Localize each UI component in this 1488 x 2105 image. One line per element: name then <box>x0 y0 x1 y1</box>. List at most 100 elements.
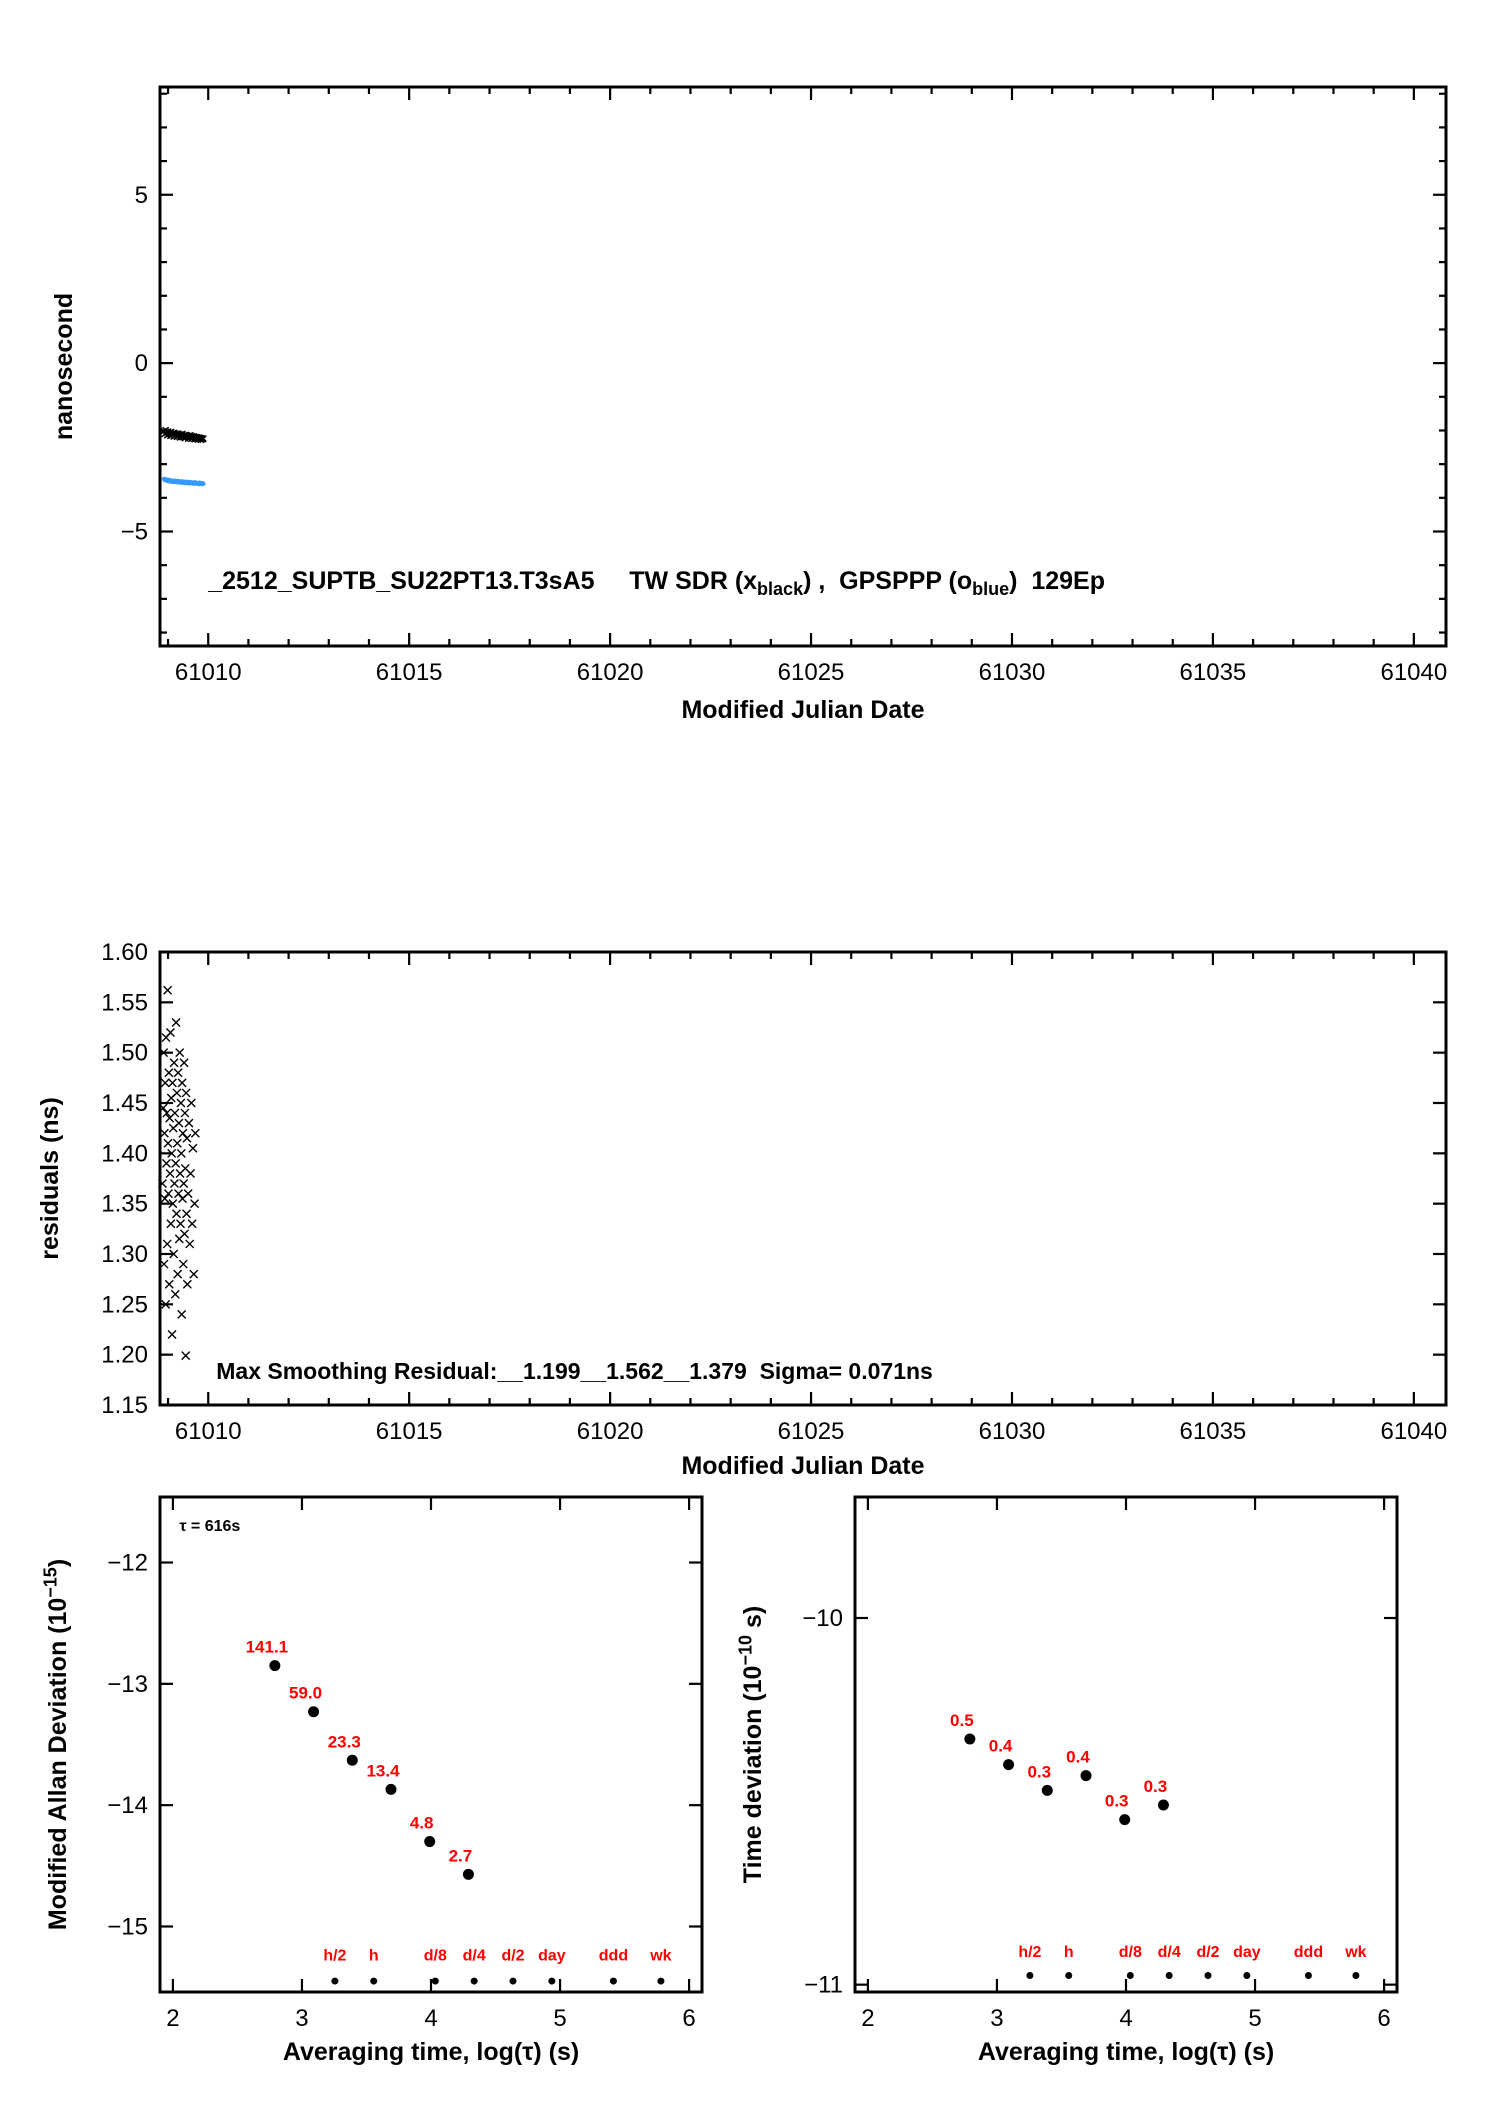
y-tick-label: −11 <box>804 1972 843 1999</box>
y-tick-label: 5 <box>135 182 148 209</box>
x-tick-label: 61015 <box>376 1418 443 1445</box>
x-axis-title: Averaging time, log(τ) (s) <box>283 2038 579 2066</box>
x-tick-label: 4 <box>424 2005 437 2032</box>
y-tick-label: −12 <box>107 1550 148 1577</box>
tau-markers: h/2 h d/8 d/4 d/2 day ddd wk <box>1018 1944 1367 1979</box>
y-tick-label: 1.55 <box>101 989 148 1016</box>
tau-dot <box>431 1977 439 1985</box>
point-value-label: 0.4 <box>989 1737 1013 1756</box>
y-tick-label: 1.30 <box>101 1241 148 1268</box>
tau-label: d/2 <box>501 1947 524 1964</box>
plot-frame <box>158 950 1448 1407</box>
x-tick-label: 61015 <box>376 659 443 686</box>
y-tick-label: 1.50 <box>101 1040 148 1067</box>
y-tick-label: −5 <box>121 519 148 546</box>
tau-label: h <box>1064 1944 1074 1961</box>
x-tick-label: 61020 <box>577 659 644 686</box>
tdev-chart: 2 3 4 5 6 −10 −11 Averaging time, log(τ) (s) Tim… <box>736 1495 1399 2066</box>
tau-dot <box>1126 1972 1134 1979</box>
x-tick-label: 61035 <box>1180 1418 1247 1445</box>
tau-label: d/8 <box>424 1947 447 1964</box>
y-tick-label: 0 <box>135 350 148 377</box>
tau-dot <box>609 1977 617 1985</box>
tau-label: d/4 <box>463 1947 486 1964</box>
x-tick-label: 61010 <box>175 1418 242 1445</box>
tau-label: day <box>1233 1944 1261 1961</box>
residuals-chart: 61010 61015 61020 61025 61030 61035 61040 1.15 1… <box>36 939 1448 1480</box>
plot-frame <box>853 1495 1399 1994</box>
tau-dot <box>548 1977 556 1985</box>
tau-dot <box>1204 1972 1212 1979</box>
annotation: τ = 616s <box>179 1518 240 1535</box>
tau-label: h/2 <box>323 1947 346 1964</box>
x-tick-label: 61040 <box>1380 659 1447 686</box>
x-axis-title: Modified Julian Date <box>681 696 924 724</box>
x-tick-label: 61030 <box>979 1418 1046 1445</box>
tau-dot <box>370 1977 378 1985</box>
x-tick-label: 2 <box>861 2005 874 2032</box>
tau-label: d/8 <box>1119 1944 1142 1961</box>
x-axis-title: Averaging time, log(τ) (s) <box>978 2038 1274 2066</box>
tick-labels: 2 3 4 5 6 −12 −13 −14 −15 <box>107 1550 695 2032</box>
axis-ticks <box>855 1497 1397 1992</box>
x-tick-label: 61030 <box>979 659 1046 686</box>
y-tick-label: 1.35 <box>101 1191 148 1218</box>
y-tick-label: −10 <box>802 1605 843 1632</box>
tau-label: h/2 <box>1018 1944 1041 1961</box>
y-tick-label: 1.60 <box>101 939 148 966</box>
tau-label: ddd <box>599 1947 628 1964</box>
series-mdev-points <box>269 1660 474 1880</box>
x-tick-label: 4 <box>1119 2005 1132 2032</box>
tau-dot <box>1352 1972 1360 1979</box>
y-tick-label: 1.20 <box>101 1342 148 1369</box>
tick-labels: 61010 61015 61020 61025 61030 61035 61040 −5 0 5 <box>121 182 1448 686</box>
y-tick-label: 1.45 <box>101 1090 148 1117</box>
tau-dot <box>1026 1972 1034 1979</box>
x-tick-label: 5 <box>1248 2005 1261 2032</box>
tick-labels: 2 3 4 5 6 −10 −11 <box>802 1605 1390 2032</box>
x-tick-label: 61020 <box>577 1418 644 1445</box>
x-tick-label: 61025 <box>778 659 845 686</box>
axis-ticks <box>160 1497 702 1992</box>
annotation: Max Smoothing Residual:__1.199__1.562__1… <box>216 1358 933 1384</box>
point-value-label: 23.3 <box>328 1732 361 1751</box>
x-tick-label: 5 <box>553 2005 566 2032</box>
axis-ticks <box>160 87 1446 646</box>
tw-comparison-chart: 61010 61015 61020 61025 61030 61035 61040 −5 0 5 M… <box>50 85 1448 724</box>
x-tick-label: 61035 <box>1180 659 1247 686</box>
y-axis-title: Modified Allan Deviation (10−15) <box>41 1559 73 1930</box>
tick-labels: 61010 61015 61020 61025 61030 61035 61040 1.15 1… <box>101 939 1447 1445</box>
x-tick-label: 61010 <box>175 659 242 686</box>
series-tw-sdr-black <box>160 426 207 444</box>
annotation: _2512_SUPTB_SU22PT13.T3sA5 TW SDR (xblac… <box>207 567 1105 599</box>
tau-dot <box>470 1977 478 1985</box>
point-value-label: 0.3 <box>1144 1777 1168 1796</box>
y-tick-label: 1.40 <box>101 1140 148 1167</box>
y-tick-label: 1.15 <box>101 1392 148 1419</box>
point-value-label: 0.4 <box>1066 1748 1090 1767</box>
series-residual-points <box>157 985 200 1361</box>
tau-label: d/4 <box>1158 1944 1181 1961</box>
mdev-chart: 2 3 4 5 6 −12 −13 −14 −15 Averaging time, log(τ) … <box>41 1495 704 2066</box>
series-gpsppp-blue <box>161 476 206 487</box>
y-axis-title: Time deviation (10−10 s) <box>736 1606 768 1883</box>
y-tick-label: −14 <box>107 1792 148 1819</box>
x-tick-label: 61040 <box>1380 1418 1447 1445</box>
x-axis-title: Modified Julian Date <box>681 1452 924 1480</box>
y-axis-title: nanosecond <box>50 293 78 440</box>
point-value-label: 59.0 <box>289 1684 322 1703</box>
tau-dot <box>331 1977 339 1985</box>
x-tick-label: 2 <box>166 2005 179 2032</box>
axis-ticks <box>160 950 1446 1407</box>
series-tdev-points <box>964 1733 1169 1826</box>
tau-label: wk <box>1344 1944 1366 1961</box>
x-tick-label: 61025 <box>778 1418 845 1445</box>
point-value-label: 141.1 <box>246 1638 289 1657</box>
point-value-label: 0.5 <box>950 1711 974 1730</box>
tau-markers: h/2 h d/8 d/4 d/2 day ddd wk <box>323 1947 672 1985</box>
tau-label: wk <box>649 1947 671 1964</box>
tau-dot <box>1304 1972 1312 1979</box>
point-value-label: 0.3 <box>1105 1792 1129 1811</box>
